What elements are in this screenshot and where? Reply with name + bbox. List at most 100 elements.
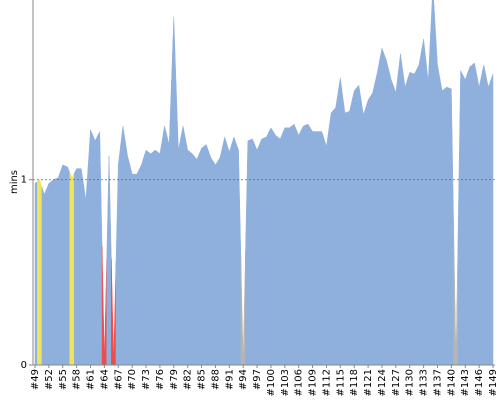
build-slice xyxy=(337,77,343,365)
x-tick-label: #124 xyxy=(377,369,388,396)
build-slice xyxy=(268,127,274,365)
build-slice xyxy=(462,73,468,365)
build-slice xyxy=(388,70,394,365)
x-tick-label: #91 xyxy=(224,369,235,390)
build-slice xyxy=(458,70,464,365)
x-tick-label: #49 xyxy=(30,369,41,390)
build-slice xyxy=(50,178,57,365)
build-slice xyxy=(34,181,38,365)
build-slice xyxy=(310,126,316,365)
build-slice xyxy=(379,47,385,365)
build-slice xyxy=(157,139,163,365)
build-slice xyxy=(37,179,43,365)
build-slice xyxy=(411,69,417,365)
build-slice xyxy=(226,144,232,365)
build-slice xyxy=(180,125,186,365)
build-slice xyxy=(194,153,200,365)
build-slice xyxy=(240,251,246,365)
build-slice xyxy=(439,77,445,365)
build-slice xyxy=(69,172,75,365)
build-slice xyxy=(384,54,390,365)
build-slice xyxy=(124,140,131,365)
build-slice xyxy=(129,164,135,365)
build-slice xyxy=(249,138,255,365)
x-tick-label: #133 xyxy=(419,369,430,396)
build-slice xyxy=(319,131,325,365)
x-tick-label: #100 xyxy=(266,369,277,396)
x-tick-label: #70 xyxy=(127,369,138,390)
build-slice xyxy=(481,64,487,365)
build-slice xyxy=(203,144,209,365)
build-slice xyxy=(467,64,473,365)
build-slice xyxy=(138,157,144,365)
x-tick-label: #61 xyxy=(86,369,97,390)
build-slice xyxy=(64,165,70,365)
build-slice xyxy=(83,164,89,365)
build-slice xyxy=(416,51,422,365)
build-slice xyxy=(273,130,279,365)
build-slice xyxy=(323,129,330,365)
build-slice xyxy=(115,145,121,365)
build-slice xyxy=(397,53,404,365)
build-slice xyxy=(189,151,195,365)
build-slice xyxy=(291,123,297,365)
x-tick-label: #64 xyxy=(99,369,110,390)
build-slice xyxy=(120,125,126,365)
build-slice xyxy=(476,74,482,365)
x-tick-label: #106 xyxy=(294,369,305,396)
build-slice xyxy=(351,87,357,365)
x-tick-label: #137 xyxy=(432,369,443,396)
build-slice xyxy=(171,16,177,365)
x-tick-label: #115 xyxy=(335,369,346,396)
x-tick-label: #97 xyxy=(252,369,263,390)
y-tick-label: 1 xyxy=(21,175,27,186)
build-slice xyxy=(87,129,94,365)
build-slice xyxy=(314,131,320,365)
build-slice xyxy=(430,0,436,365)
build-slice xyxy=(235,143,242,365)
x-tick-label: #94 xyxy=(238,369,249,390)
build-slice xyxy=(407,71,413,365)
build-slice xyxy=(425,33,431,365)
build-slice xyxy=(365,95,371,365)
x-tick-label: #118 xyxy=(349,369,360,396)
build-slice xyxy=(175,83,181,365)
x-tick-label: #58 xyxy=(72,369,83,390)
build-slice xyxy=(485,75,491,365)
x-tick-label: #76 xyxy=(155,369,166,390)
x-tick-label: #127 xyxy=(391,369,402,396)
build-slice xyxy=(347,100,353,365)
build-slice xyxy=(421,38,427,365)
x-tick-label: #79 xyxy=(169,369,180,390)
build-slice xyxy=(245,139,251,365)
build-slice xyxy=(217,147,223,365)
build-slice xyxy=(259,137,265,365)
build-slice xyxy=(143,149,149,365)
x-tick-label: #88 xyxy=(210,369,221,390)
x-tick-label: #73 xyxy=(141,369,152,390)
build-slice xyxy=(41,187,47,365)
build-slice xyxy=(342,95,348,365)
x-tick-label: #85 xyxy=(197,369,208,390)
build-slice xyxy=(231,136,237,365)
build-slice xyxy=(471,62,478,365)
build-slice xyxy=(254,144,260,365)
build-slice xyxy=(55,171,61,365)
build-slice xyxy=(148,151,154,365)
build-slice xyxy=(393,73,399,365)
x-tick-label: #149 xyxy=(488,369,499,396)
build-slice xyxy=(282,127,288,365)
x-tick-label: #67 xyxy=(113,369,124,390)
build-slice xyxy=(296,129,302,365)
build-slice xyxy=(490,74,494,365)
build-slice xyxy=(434,24,441,365)
build-slice xyxy=(448,87,454,365)
build-slice xyxy=(277,133,283,365)
build-slice xyxy=(74,168,80,365)
y-tick-label: 0 xyxy=(21,360,27,371)
build-slice xyxy=(286,125,293,365)
build-slice xyxy=(402,70,408,365)
x-tick-label: #130 xyxy=(405,369,416,396)
build-slice xyxy=(374,60,380,365)
